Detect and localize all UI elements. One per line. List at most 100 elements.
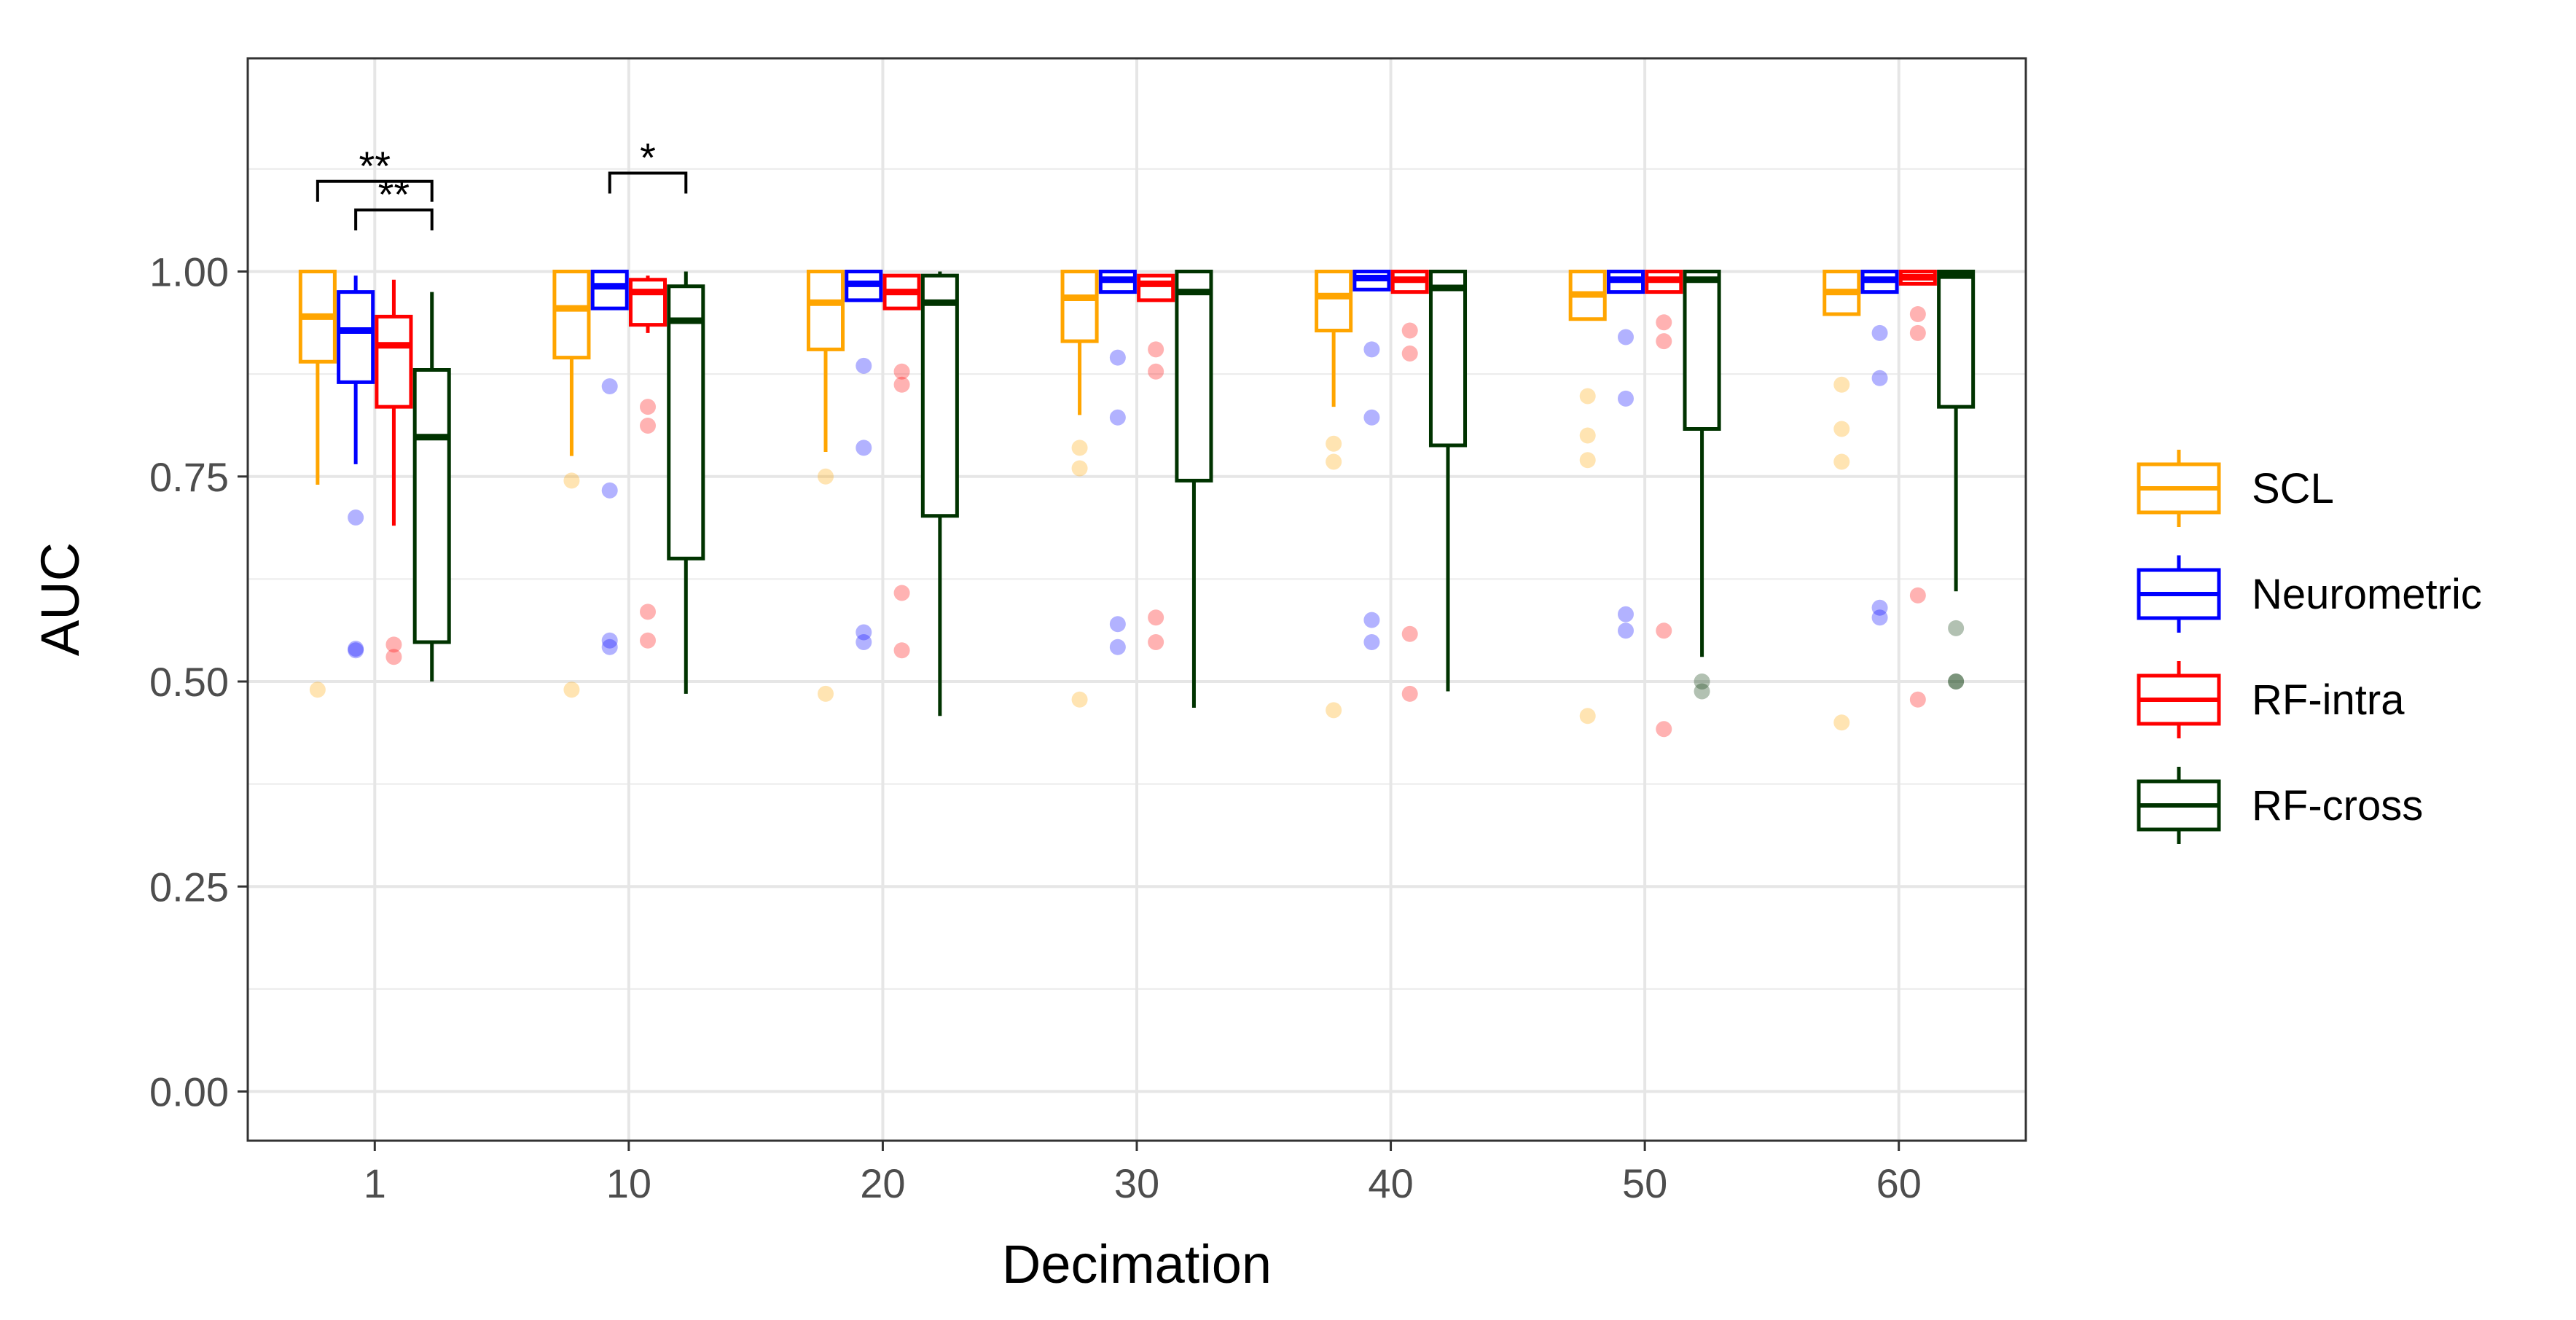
- outlier-point: [1618, 329, 1634, 345]
- outlier-point: [1656, 314, 1672, 331]
- outlier-point: [563, 472, 580, 489]
- box-layer: [298, 270, 1976, 738]
- outlier-point: [1326, 453, 1342, 470]
- outlier-point: [856, 440, 872, 456]
- grid-major: [248, 58, 2026, 1141]
- x-axis-title: Decimation: [1002, 1234, 1272, 1294]
- outlier-point: [1326, 435, 1342, 452]
- outlier-point: [1326, 702, 1342, 719]
- box-iqr: [337, 290, 375, 384]
- outlier-point: [1909, 587, 1926, 604]
- outlier-point: [1618, 390, 1634, 407]
- outlier-point: [1363, 634, 1380, 650]
- x-tick-label: 10: [606, 1160, 651, 1206]
- legend-item: RF-cross: [2137, 767, 2423, 844]
- outlier-point: [1363, 612, 1380, 628]
- outlier-point: [640, 632, 656, 649]
- box-iqr: [412, 368, 451, 644]
- outlier-point: [601, 632, 618, 649]
- outlier-point: [818, 468, 834, 485]
- y-tick-label: 0.50: [149, 659, 229, 705]
- x-tick-label: 40: [1368, 1160, 1413, 1206]
- outlier-point: [348, 509, 364, 526]
- x-axis: 1 10 20 30 40 50 60: [364, 1141, 1922, 1206]
- box-iqr: [628, 278, 668, 327]
- outlier-point: [1363, 409, 1380, 426]
- outlier-point: [640, 604, 656, 620]
- legend: SCL Neurometric RF-intra RF-cross: [2137, 450, 2482, 844]
- outlier-point: [1948, 620, 1965, 636]
- legend-label: RF-cross: [2252, 782, 2423, 829]
- outlier-point: [1618, 622, 1634, 639]
- legend-item: SCL: [2137, 450, 2334, 527]
- outlier-point: [1109, 349, 1126, 366]
- outlier-point: [601, 638, 618, 655]
- outlier-point: [385, 636, 402, 653]
- outlier-point: [1909, 324, 1926, 341]
- outlier-point: [1833, 376, 1850, 393]
- outlier-point: [1909, 306, 1926, 322]
- outlier-point: [856, 634, 872, 650]
- outlier-point: [1833, 421, 1850, 437]
- legend-label: Neurometric: [2252, 571, 2482, 618]
- x-tick-label: 30: [1114, 1160, 1159, 1206]
- outlier-point: [1401, 345, 1418, 362]
- x-tick-label: 60: [1876, 1160, 1922, 1206]
- legend-item: RF-intra: [2137, 661, 2405, 738]
- outlier-point: [1071, 460, 1088, 477]
- legend-label: RF-intra: [2252, 676, 2405, 724]
- box-iqr: [1137, 273, 1175, 302]
- outlier-point: [1148, 634, 1164, 650]
- outlier-point: [1948, 673, 1965, 690]
- outlier-point: [1833, 714, 1850, 731]
- outlier-point: [1948, 673, 1965, 690]
- box-iqr: [1683, 270, 1721, 431]
- outlier-point: [1871, 370, 1888, 386]
- outlier-point: [1401, 322, 1418, 339]
- outlier-point: [1656, 721, 1672, 738]
- outlier-point: [1579, 427, 1596, 444]
- outlier-point: [856, 624, 872, 641]
- outlier-point: [348, 641, 364, 657]
- significance-bracket: [354, 208, 434, 231]
- x-tick-label: 50: [1622, 1160, 1667, 1206]
- box-iqr: [920, 273, 959, 518]
- outlier-point: [1401, 625, 1418, 642]
- outlier-point: [1071, 691, 1088, 708]
- x-tick-label: 20: [860, 1160, 905, 1206]
- outlier-point: [1694, 673, 1710, 690]
- outlier-point: [385, 649, 402, 665]
- outlier-point: [893, 642, 910, 659]
- y-axis-title: AUC: [30, 542, 90, 656]
- outlier-point: [1656, 622, 1672, 639]
- box-iqr: [1937, 270, 1976, 409]
- outlier-point: [1579, 388, 1596, 405]
- outlier-point: [1656, 333, 1672, 350]
- legend-item: Neurometric: [2137, 555, 2482, 633]
- box-iqr: [375, 314, 413, 409]
- outlier-point: [1401, 685, 1418, 702]
- outlier-point: [1694, 683, 1710, 700]
- outlier-point: [856, 357, 872, 374]
- outlier-point: [1909, 691, 1926, 708]
- y-tick-label: 0.75: [149, 454, 229, 500]
- outlier-point: [348, 642, 364, 659]
- outlier-point: [818, 685, 834, 702]
- outlier-point: [1871, 609, 1888, 626]
- significance-label: **: [378, 171, 410, 217]
- outlier-point: [893, 585, 910, 601]
- legend-label: SCL: [2252, 465, 2334, 512]
- outlier-point: [1871, 599, 1888, 616]
- outlier-point: [1148, 341, 1164, 358]
- outlier-point: [893, 363, 910, 380]
- box-iqr: [1428, 270, 1468, 448]
- significance-bracket: [608, 171, 688, 194]
- significance-label: **: [359, 143, 391, 189]
- outlier-point: [1109, 638, 1126, 655]
- box-iqr: [1175, 270, 1213, 483]
- outlier-point: [1148, 363, 1164, 380]
- outlier-point: [1579, 452, 1596, 469]
- outlier-point: [1618, 606, 1634, 622]
- y-tick-label: 1.00: [149, 249, 229, 295]
